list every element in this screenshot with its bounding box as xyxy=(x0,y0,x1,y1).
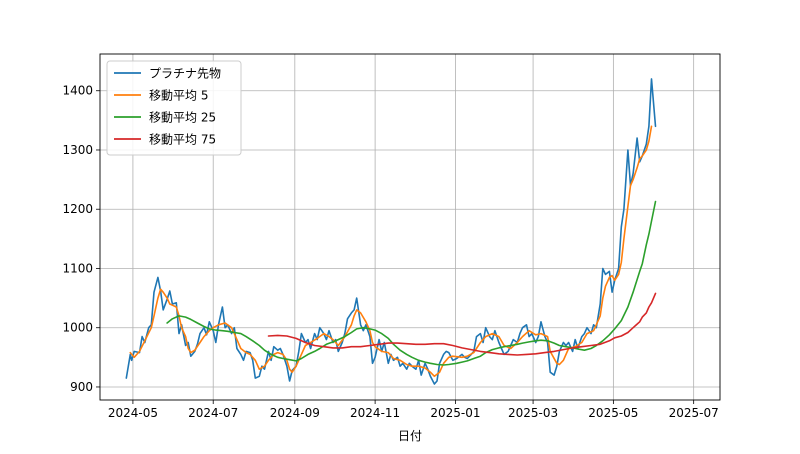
legend-label: 移動平均 75 xyxy=(149,133,216,147)
legend-label: 移動平均 25 xyxy=(149,111,216,125)
y-tick-label: 900 xyxy=(70,380,93,394)
series-line-2 xyxy=(166,200,657,366)
y-tick-label: 1000 xyxy=(62,321,93,335)
axis-ticks: 2024-05 2024-07 2024-09 2024-11 2025-01 2025-… xyxy=(62,84,718,420)
x-tick-label: 2025-03 xyxy=(508,406,558,420)
x-tick-label: 2025-05 xyxy=(588,406,638,420)
series-lines xyxy=(125,78,657,385)
y-tick-label: 1300 xyxy=(62,143,93,157)
y-tick-label: 1400 xyxy=(62,84,93,98)
x-tick-label: 2025-01 xyxy=(430,406,480,420)
legend-label: プラチナ先物 xyxy=(149,67,221,81)
y-tick-label: 1200 xyxy=(62,202,93,216)
x-axis-label: 日付 xyxy=(398,429,422,443)
series-line-0 xyxy=(125,78,657,385)
x-tick-label: 2024-07 xyxy=(188,406,238,420)
legend-box xyxy=(106,60,242,156)
series-line-1 xyxy=(129,125,653,378)
series-line-3 xyxy=(267,292,657,356)
x-tick-label: 2024-05 xyxy=(108,406,158,420)
legend-label: 移動平均 5 xyxy=(149,89,208,103)
x-tick-label: 2024-09 xyxy=(270,406,320,420)
x-tick-label: 2025-07 xyxy=(669,406,719,420)
x-tick-label: 2024-11 xyxy=(350,406,400,420)
plot-frame xyxy=(99,53,721,401)
y-tick-label: 1100 xyxy=(62,261,93,275)
grid xyxy=(100,54,720,400)
